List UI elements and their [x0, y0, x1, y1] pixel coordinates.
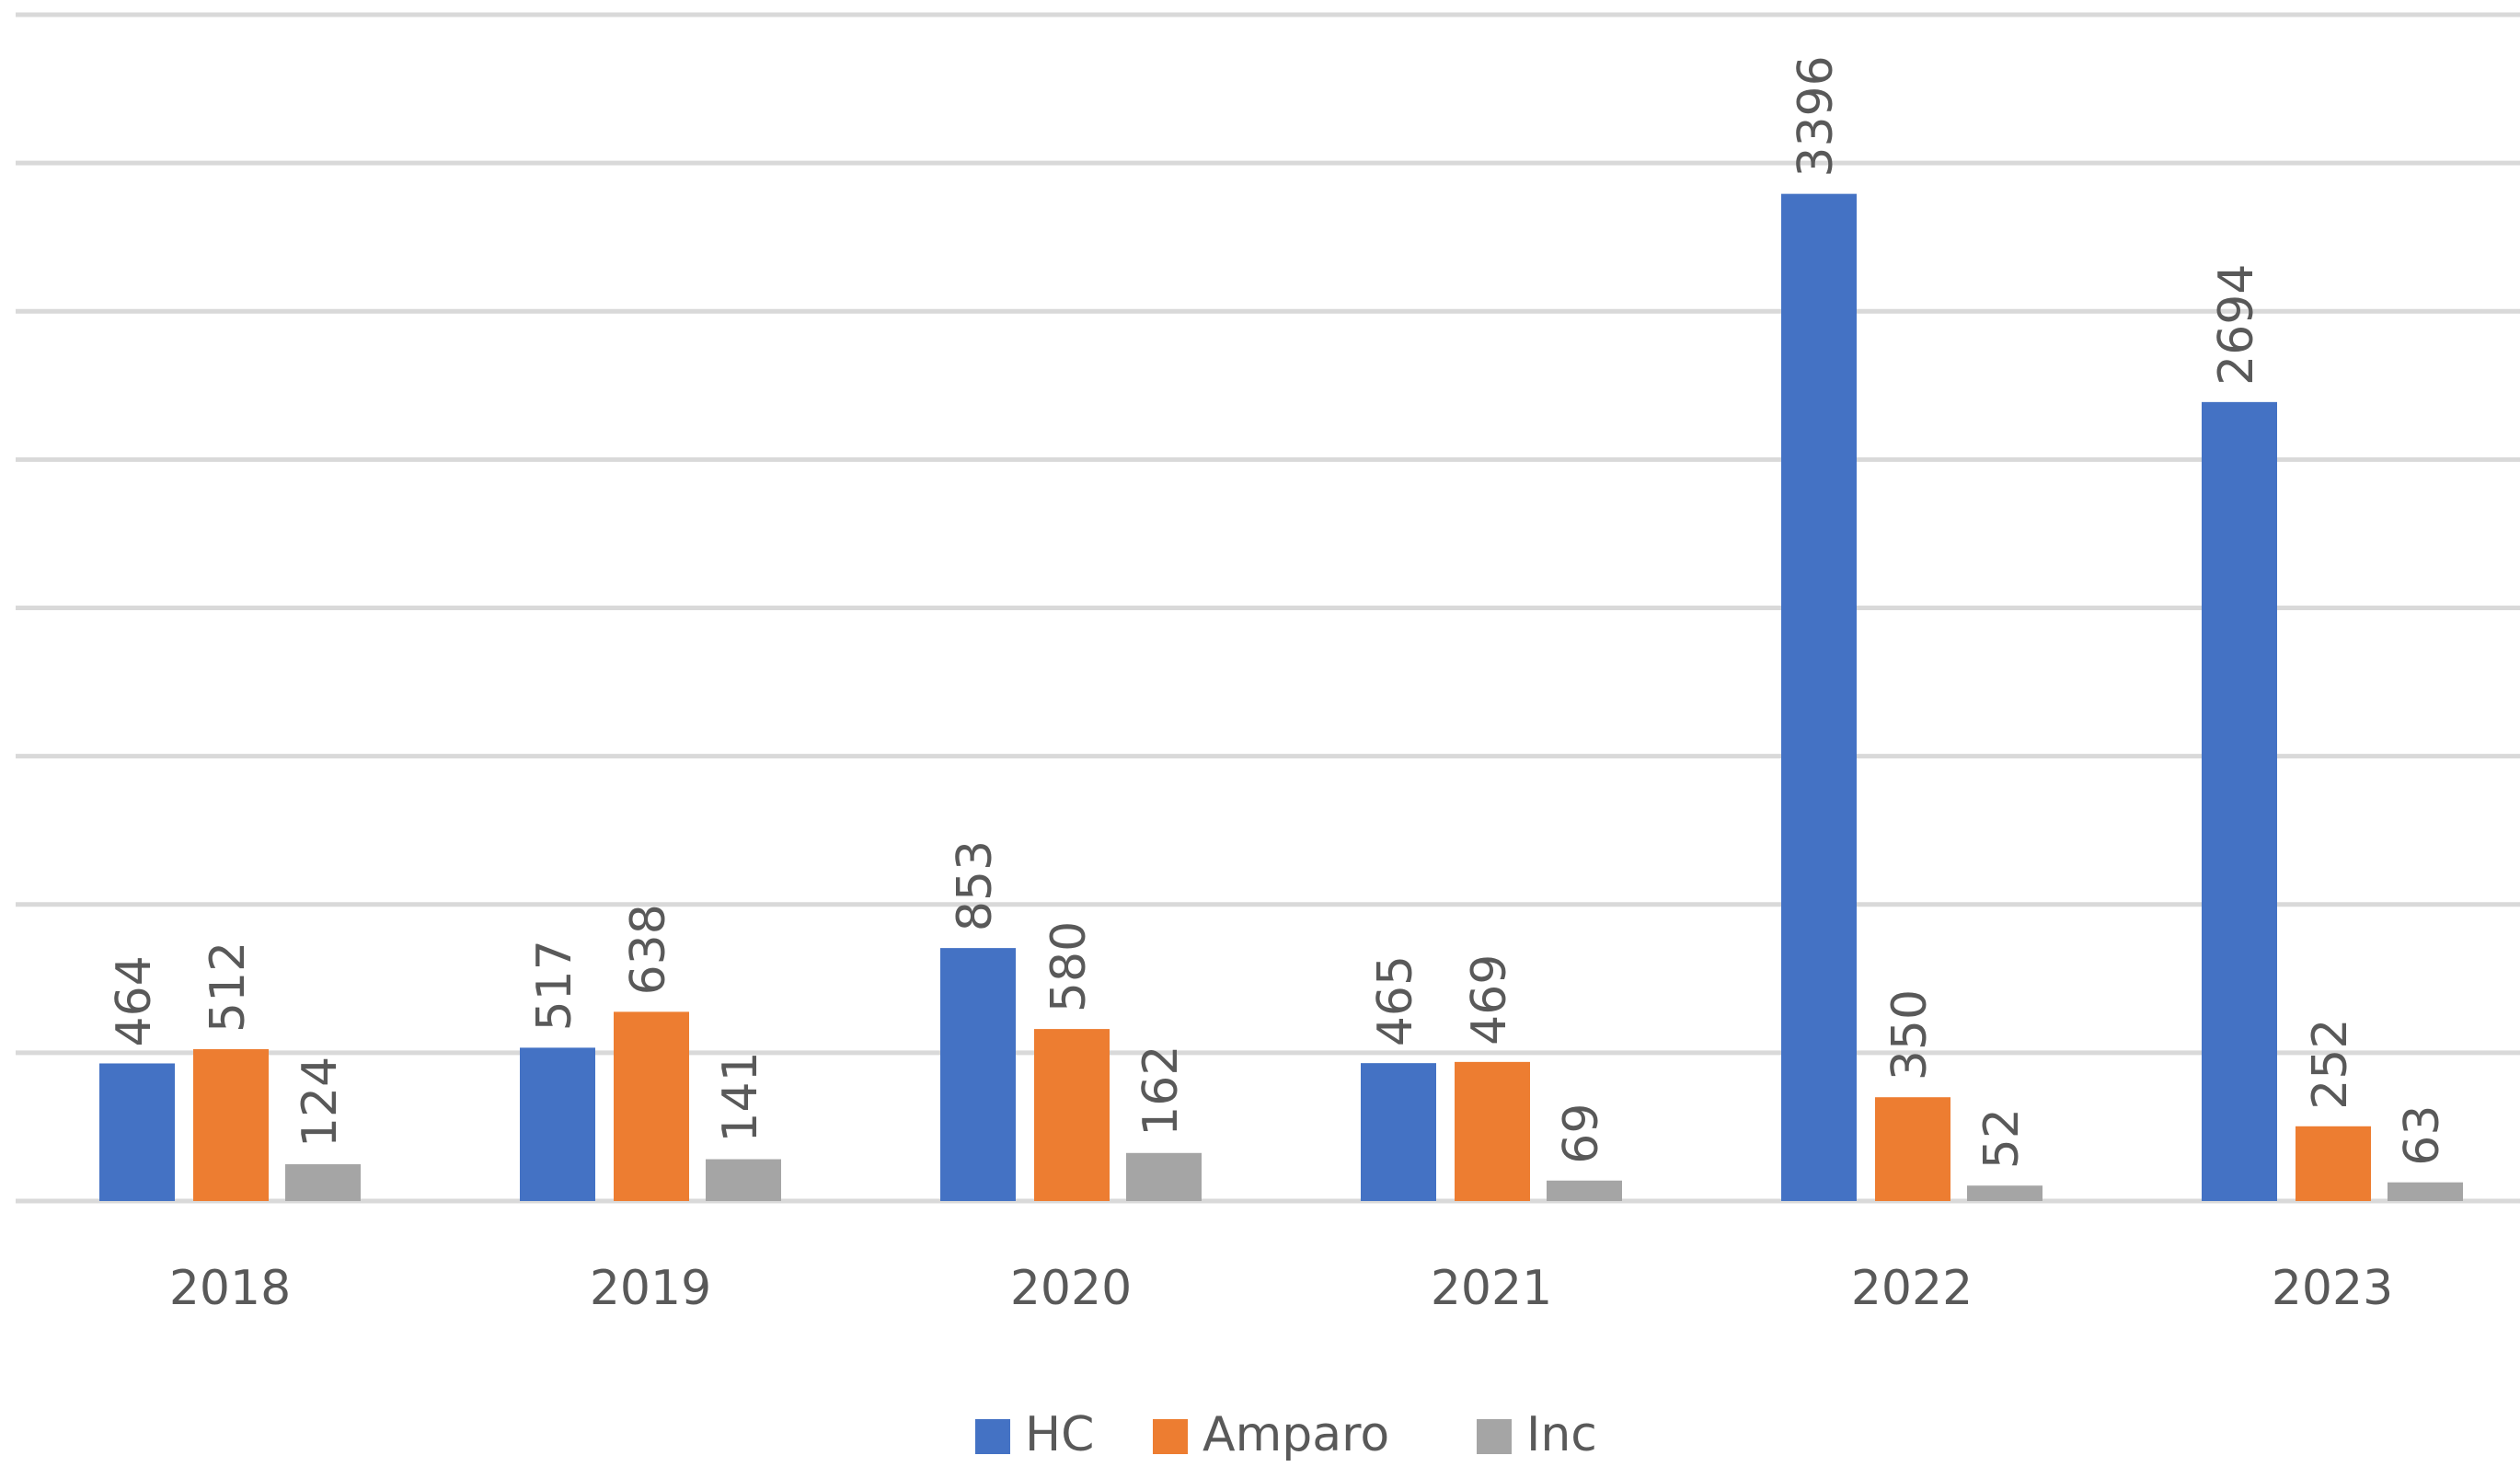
data-label: 124: [293, 1057, 348, 1148]
data-label: 517: [527, 940, 582, 1031]
data-label: 580: [1041, 921, 1097, 1012]
x-tick-label: 2018: [169, 1261, 291, 1316]
data-label: 3396: [1789, 55, 1844, 177]
bar: [285, 1164, 361, 1201]
x-tick-label: 2021: [1431, 1261, 1552, 1316]
x-tick-label: 2019: [590, 1261, 711, 1316]
bar: [2388, 1183, 2463, 1201]
data-label: 162: [1133, 1045, 1189, 1137]
bar: [1781, 194, 1857, 1201]
data-label: 2694: [2209, 264, 2264, 386]
bar: [1547, 1181, 1622, 1201]
legend-swatch: [1477, 1419, 1512, 1454]
data-label: 464: [107, 955, 162, 1046]
data-label: 469: [1462, 954, 1517, 1045]
x-tick-label: 2023: [2272, 1261, 2393, 1316]
legend-swatch: [975, 1419, 1010, 1454]
bar: [614, 1011, 689, 1201]
data-label: 252: [2303, 1019, 2358, 1110]
x-tick-label: 2020: [1010, 1261, 1132, 1316]
data-label: 141: [713, 1051, 768, 1142]
data-label: 52: [1974, 1108, 2030, 1169]
bar: [1361, 1063, 1436, 1201]
legend-label: Amparo: [1202, 1407, 1389, 1462]
bar: [706, 1160, 781, 1201]
x-tick-label: 2022: [1851, 1261, 1973, 1316]
data-label: 853: [948, 840, 1003, 931]
bar: [940, 948, 1016, 1201]
data-label: 350: [1882, 989, 1938, 1080]
bar: [520, 1047, 595, 1201]
bar: [1455, 1062, 1530, 1201]
bar: [2296, 1126, 2371, 1201]
bar: [1034, 1029, 1110, 1201]
data-label: 638: [621, 904, 676, 995]
data-label: 465: [1368, 955, 1423, 1046]
bar: [2202, 402, 2277, 1201]
legend-swatch: [1153, 1419, 1188, 1454]
data-label: 69: [1554, 1103, 1609, 1164]
data-label: 512: [201, 941, 256, 1033]
bar: [99, 1063, 175, 1201]
bar: [1967, 1185, 2042, 1201]
data-label: 63: [2395, 1105, 2450, 1166]
bar: [1875, 1097, 1950, 1201]
legend-label: Inc: [1526, 1407, 1597, 1462]
bar: [1126, 1153, 1202, 1201]
bar: [193, 1049, 269, 1201]
chart: 2018 464 512 124 2019 517 638 141 2020 853 580 162 2…: [0, 0, 2520, 1467]
legend-label: HC: [1025, 1407, 1094, 1462]
